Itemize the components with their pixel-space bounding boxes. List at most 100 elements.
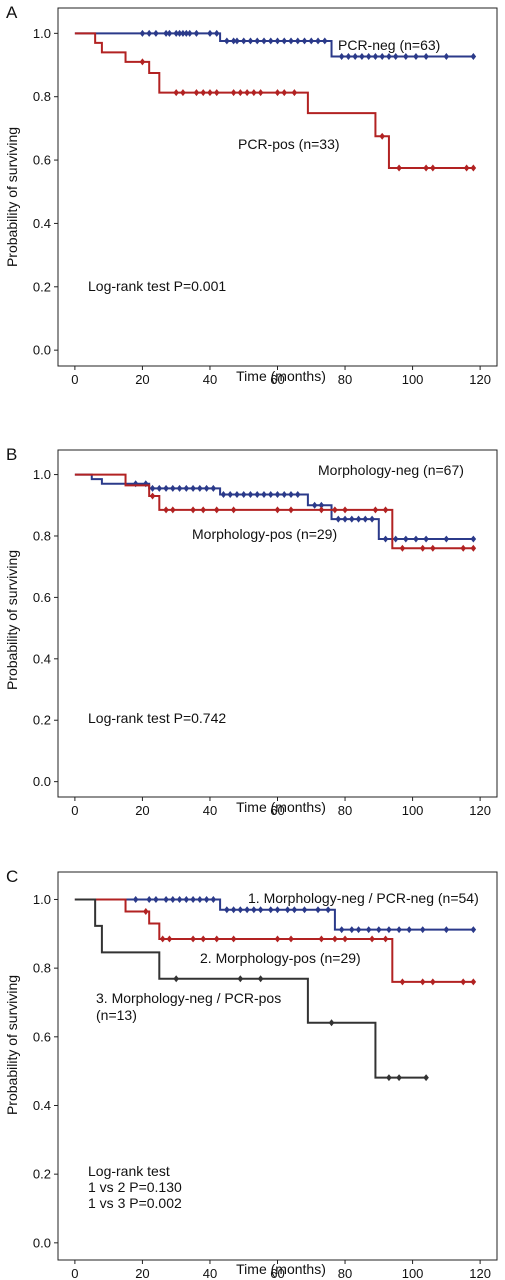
panel-b-ylabel: Probability of surviving — [4, 550, 20, 690]
panel-b-series-2-censor-mark — [460, 544, 467, 552]
panel-c-series-3-censor-mark — [423, 1074, 429, 1082]
panel-a-series-1-censor-mark — [166, 29, 173, 37]
panel-a-series-1-censor-mark — [338, 52, 345, 60]
panel-c-series-1-censor-mark — [163, 895, 169, 903]
panel-c-series-2-censor-mark — [318, 935, 325, 943]
panel-a-xtick-label: 20 — [135, 372, 149, 387]
panel-a-series-2-censor-mark — [396, 164, 402, 172]
panel-c-series-1-censor-mark — [396, 926, 402, 934]
panel-a-series-1 — [74, 29, 477, 60]
panel-b-series-2-censor-mark — [274, 506, 281, 514]
panel-a-series-1-censor-mark — [240, 37, 247, 45]
panel-b-series-1-censor-mark — [183, 484, 190, 492]
panel-a-series-2-censor-mark — [281, 89, 288, 97]
panel-c-ytick-label: 0.6 — [33, 1029, 51, 1044]
panel-c-series-2-censor-mark — [200, 935, 206, 943]
panel-c-series-2-censor-mark — [190, 935, 196, 943]
panel-c-series-1-censor-mark — [338, 926, 345, 934]
panel-a-series-1-censor-mark — [301, 37, 308, 45]
panel-a-xtick-label: 60 — [270, 372, 284, 387]
panel-b-series-2-censor-mark — [318, 506, 325, 514]
panel-b-xtick-label: 20 — [135, 803, 149, 818]
panel-a-annotation: Log-rank test P=0.001 — [88, 278, 226, 294]
panel-c-series-2-censor-mark — [159, 935, 166, 943]
panel-a-ytick-label: 0.2 — [33, 279, 51, 294]
panel-c-series-1-censor-mark — [274, 906, 281, 914]
panel-a-ytick-label: 0.8 — [33, 89, 51, 104]
panel-c-series-1-censor-mark — [230, 906, 237, 914]
panel-c-ytick-label: 0.2 — [33, 1167, 51, 1182]
panel-c-series-2-censor-mark — [369, 935, 375, 943]
panel-a-series-2-censor-mark — [207, 89, 213, 97]
panel-a-xtick-label: 40 — [203, 372, 217, 387]
panel-c-series-3-censor-mark — [386, 1074, 392, 1082]
panel-c-series-1-censor-mark — [190, 895, 196, 903]
panel-a-frame — [57, 7, 498, 367]
panel-a-ytick-label: 0.0 — [33, 343, 51, 358]
panel-a-series-2-censor-mark — [139, 58, 146, 66]
panel-c-series-label-3-line2: (n=13) — [96, 1007, 137, 1023]
panel-a-series-2-censor-mark — [251, 89, 257, 97]
panel-c-ylabel: Probability of surviving — [4, 975, 20, 1115]
panel-a-series-1-censor-mark — [288, 37, 294, 45]
panel-c-series-2-censor-mark — [342, 935, 348, 943]
panel-a-series-2-censor-mark — [430, 164, 436, 172]
panel-a-series-2-censor-mark — [230, 89, 237, 97]
panel-a-series-1-censor-mark — [413, 52, 419, 60]
panel-c-series-1-censor-mark — [224, 906, 230, 914]
panel-c-series-label-1: 1. Morphology-neg / PCR-neg (n=54) — [248, 890, 479, 906]
panel-c-series-1-censor-mark — [406, 926, 412, 934]
panel-c-series-2-censor-mark — [213, 935, 220, 943]
panel-a-series-1-censor-mark — [379, 52, 385, 60]
panel-c-series-3-censor-mark — [328, 1019, 335, 1027]
panel-a-xtick-label: 100 — [402, 372, 424, 387]
panel-b-series-2-censor-mark — [419, 544, 426, 552]
panel-c-series-1-censor-mark — [132, 895, 139, 903]
panel-a-series-2-censor-mark — [173, 89, 179, 97]
panel-a-ytick-label: 1.0 — [33, 26, 51, 41]
panel-b-series-1-censor-mark — [210, 484, 217, 492]
panel-c-series-1-censor-mark — [355, 926, 362, 934]
panel-b-series-1-censor-mark — [311, 501, 318, 509]
panel-b-series-1-censor-mark — [247, 491, 254, 499]
panel-b-series-2-censor-mark — [149, 492, 156, 500]
panel-b-series-2-censor-mark — [342, 506, 348, 514]
panel-b-xtick-label: 120 — [469, 803, 491, 818]
panel-c-series-1-censor-mark — [443, 926, 450, 934]
panel-b-series-1-censor-mark — [176, 484, 183, 492]
panel-a-series-2-censor-mark — [180, 89, 186, 97]
panel-b-series-1-censor-mark — [349, 515, 355, 523]
panel-c-xtick-label: 80 — [338, 1266, 352, 1280]
panel-b-series-2-censor-mark — [382, 506, 389, 514]
panel-a-plot: 0 20 40 60 80 100 120 0.0 0.2 0.4 0.6 0.8 1.0 — [33, 7, 498, 387]
panel-c-series-2-censor-mark — [382, 935, 389, 943]
panel-c-series-1-censor-mark — [251, 906, 257, 914]
panel-a-series-1-censor-mark — [254, 37, 261, 45]
panel-c-series-label-2: 2. Morphology-pos (n=29) — [200, 950, 361, 966]
panel-c-xtick-label: 20 — [135, 1266, 149, 1280]
panel-b-plot: 0 20 40 60 80 100 120 0.0 0.2 0.4 0.6 0.8 1.0 — [33, 449, 498, 818]
panel-c-series-3-censor-mark — [173, 975, 179, 983]
panel-b-xlabel: Time (months) — [236, 799, 326, 815]
panel-c-series-1-censor-mark — [284, 906, 291, 914]
panel-a-series-1-censor-mark — [186, 29, 193, 37]
panel-a-ytick-label: 0.4 — [33, 216, 51, 231]
panel-b-series-1-censor-mark — [369, 515, 375, 523]
panel-b-series-2-censor-mark — [470, 544, 477, 552]
panel-b-series-1-censor-mark — [470, 535, 477, 543]
panel-c-xtick-label: 40 — [203, 1266, 217, 1280]
panel-c-series-2-censor-mark — [470, 978, 477, 986]
panel-b-series-label-morph-neg: Morphology-neg (n=67) — [318, 462, 464, 478]
panel-b-series-2-censor-mark — [170, 506, 176, 514]
panel-b-series-1-censor-mark — [203, 484, 210, 492]
panel-c-series-2-censor-mark — [332, 935, 338, 943]
panel-b-series-1-censor-mark — [254, 491, 261, 499]
panel-a-series-2-censor-mark — [291, 89, 298, 97]
panel-a-series-1-censor-mark — [352, 52, 358, 60]
panel-b-series-2-censor-mark — [230, 506, 237, 514]
panel-a-xtick-label: 0 — [71, 372, 78, 387]
panel-a-series-1-censor-mark — [247, 37, 254, 45]
panel-a-ylabel: Probability of surviving — [4, 127, 20, 267]
panel-b-series-2-censor-mark — [288, 506, 294, 514]
